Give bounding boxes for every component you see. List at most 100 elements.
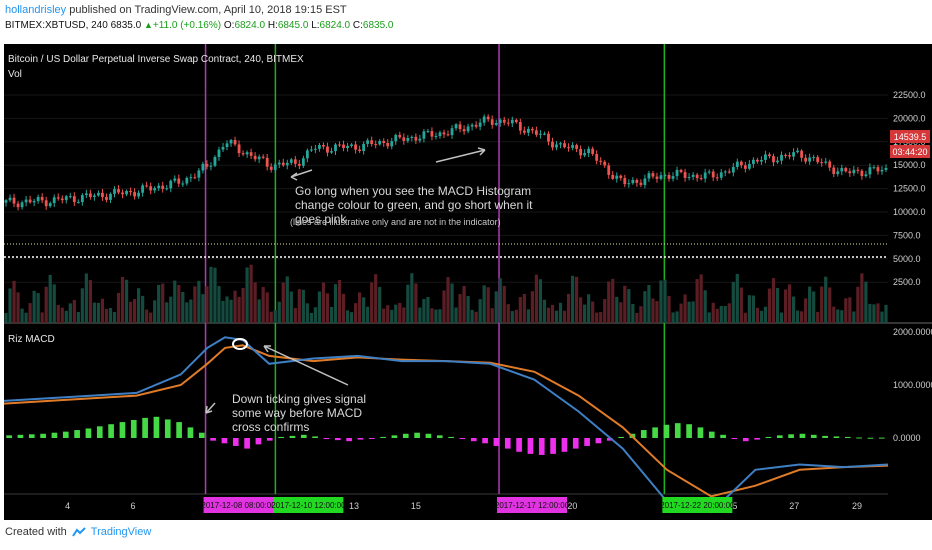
candle-body	[245, 152, 249, 155]
volume-bar	[193, 286, 197, 323]
candle-body	[876, 167, 880, 172]
histogram-bar	[584, 438, 590, 446]
open-label: O:	[223, 20, 235, 31]
volume-bar	[108, 308, 113, 323]
candle-body	[442, 132, 446, 135]
candle-body	[446, 134, 450, 136]
candle-body	[816, 157, 820, 163]
candle-body	[24, 199, 28, 203]
candle-body	[747, 163, 751, 169]
chart-area[interactable]: Bitcoin / US Dollar Perpetual Inverse Sw…	[0, 40, 932, 520]
candle-body	[510, 119, 514, 124]
candle-body	[105, 197, 108, 200]
candle-body	[563, 143, 566, 148]
candle-body	[579, 148, 583, 156]
volume-bar	[137, 288, 141, 323]
volume-bar	[161, 283, 165, 323]
histogram-bar	[17, 434, 24, 438]
volume-bar	[832, 306, 836, 323]
volume-bar	[884, 304, 888, 323]
candle-body	[281, 162, 285, 166]
volume-bar	[197, 280, 201, 323]
candle-body	[16, 203, 20, 208]
volume-bar	[466, 295, 470, 323]
volume-bar	[253, 282, 257, 323]
histogram-bar	[459, 438, 466, 440]
candle-body	[687, 176, 691, 178]
tradingview-link[interactable]: TradingView	[90, 526, 152, 538]
volume-bar	[353, 303, 358, 323]
volume-bar	[687, 301, 691, 323]
candle-body	[482, 116, 486, 123]
volume-bar	[112, 312, 117, 323]
histogram-bar	[754, 438, 760, 440]
candle-body	[109, 193, 112, 200]
volume-bar	[301, 289, 305, 323]
candle-body	[237, 144, 241, 154]
author-link[interactable]: hollandrisley	[5, 4, 67, 16]
macd-annotation-line: cross confirms	[232, 420, 309, 434]
candle-body	[619, 175, 623, 179]
candle-body	[852, 169, 856, 174]
volume-bar	[362, 297, 366, 323]
volume-bar	[84, 273, 88, 323]
candle-body	[494, 123, 498, 125]
volume-bar	[763, 306, 768, 323]
candle-body	[285, 162, 289, 166]
price-axis[interactable]	[888, 44, 932, 520]
time-tick-label: 6	[131, 501, 136, 511]
volume-bar	[422, 298, 426, 323]
candle-body	[756, 159, 759, 162]
candle-body	[543, 133, 546, 135]
volume-bar	[691, 301, 695, 323]
candle-body	[157, 185, 161, 189]
candle-body	[36, 196, 40, 202]
volume-bar	[880, 311, 884, 323]
histogram-bar	[867, 437, 874, 439]
candle-body	[358, 149, 362, 152]
histogram-bar	[731, 438, 738, 440]
volume-bar	[48, 274, 52, 323]
time-tick-label: 20	[567, 501, 577, 511]
volume-bar	[241, 287, 245, 323]
volume-bars	[4, 264, 888, 323]
volume-bar	[518, 297, 522, 323]
candle-body	[4, 200, 8, 203]
candle-body	[402, 137, 406, 141]
volume-bar	[269, 311, 273, 323]
volume-bar	[141, 295, 145, 323]
candle-body	[699, 178, 703, 180]
candle-body	[715, 177, 719, 179]
candle-body	[671, 176, 675, 179]
volume-bar	[595, 312, 599, 323]
volume-bar	[856, 286, 860, 323]
volume-bar	[478, 299, 482, 323]
volume-bar	[205, 286, 209, 323]
candle-body	[651, 173, 655, 177]
candle-body	[80, 195, 84, 203]
candle-body	[342, 144, 345, 149]
histogram-bar	[142, 417, 148, 438]
countdown-badge-bg	[890, 145, 930, 158]
volume-bar	[751, 295, 755, 323]
volume-bar	[558, 302, 563, 323]
volume-bar	[667, 295, 671, 323]
candle-body	[828, 161, 832, 168]
candle-body	[450, 128, 454, 136]
candle-body	[764, 154, 767, 160]
volume-bar	[514, 309, 518, 323]
volume-bar	[36, 293, 40, 323]
volume-bar	[289, 291, 293, 323]
histogram-bar	[187, 427, 194, 438]
histogram-bar	[856, 437, 862, 439]
candle-body	[539, 133, 542, 135]
candle-body	[330, 151, 333, 153]
volume-bar	[699, 274, 703, 323]
volume-bar	[795, 310, 800, 323]
volume-bar	[394, 304, 398, 323]
macd-annotation-line: Down ticking gives signal	[232, 392, 366, 406]
candle-body	[318, 145, 321, 149]
candle-body	[796, 150, 799, 153]
volume-bar	[844, 298, 848, 323]
volume-bar	[277, 301, 281, 323]
